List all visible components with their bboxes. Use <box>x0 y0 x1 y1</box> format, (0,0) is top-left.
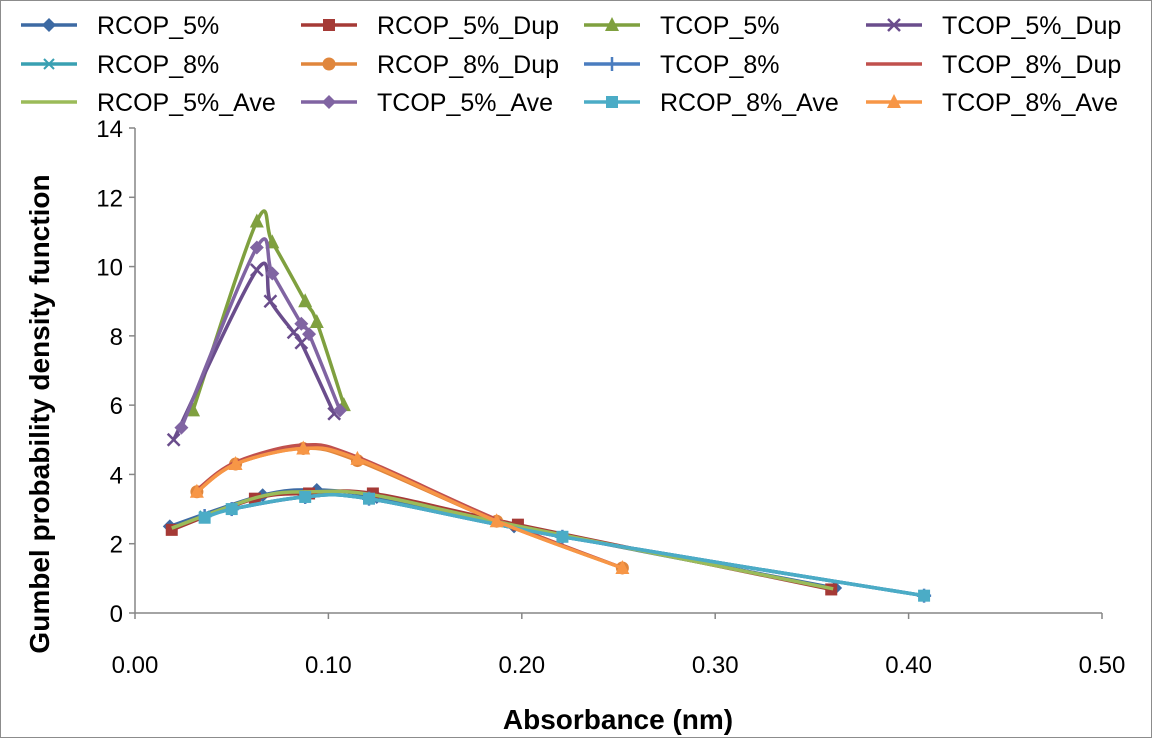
legend-item: RCOP_8%_Dup <box>301 51 559 79</box>
legend-label: TCOP_8%_Ave <box>942 89 1118 117</box>
legend-item: TCOP_5%_Ave <box>301 89 553 117</box>
legend-item: RCOP_8%_Ave <box>584 89 839 117</box>
data-point <box>174 420 189 435</box>
series-tcop-5- <box>186 209 351 417</box>
data-point <box>186 402 201 417</box>
y-tick-label: 12 <box>96 185 123 212</box>
legend-label: RCOP_5% <box>97 12 219 40</box>
series-line <box>195 446 624 570</box>
data-point <box>350 450 365 465</box>
legend-marker <box>887 18 901 32</box>
legend-marker <box>605 17 619 31</box>
x-tick-label: 0.20 <box>498 652 545 679</box>
legend-label: RCOP_8% <box>97 51 219 79</box>
data-point <box>333 403 348 418</box>
data-point <box>556 530 569 543</box>
series-rcop-8-dup <box>190 441 629 575</box>
legend-item: RCOP_5%_Dup <box>301 12 559 40</box>
data-point <box>309 314 324 328</box>
y-tick-label: 4 <box>110 462 123 489</box>
data-point <box>918 589 931 602</box>
data-point <box>225 503 238 516</box>
data-point <box>249 213 264 228</box>
data-point <box>263 294 278 309</box>
y-ticks: 0 2 4 6 8 10 12 14 <box>96 116 135 628</box>
data-point <box>198 511 211 524</box>
data-point <box>286 325 301 340</box>
legend-label: RCOP_8%_Ave <box>660 89 839 117</box>
legend-label: TCOP_5%_Ave <box>377 89 553 117</box>
x-tick-label: 0.50 <box>1079 652 1126 679</box>
series-line <box>171 489 834 591</box>
legend-item: RCOP_5%_Ave <box>21 89 276 117</box>
y-axis-title: Gumbel probability density function <box>24 174 55 653</box>
data-point <box>294 316 309 331</box>
data-point <box>298 293 313 308</box>
y-tick-label: 0 <box>110 601 123 628</box>
y-tick-label: 8 <box>110 324 123 351</box>
series-rcop-5- <box>162 483 843 596</box>
legend-item: RCOP_5% <box>21 12 219 40</box>
legend-marker <box>42 18 56 32</box>
legend-label: RCOP_8%_Dup <box>377 51 559 79</box>
series-rcop-8-ave <box>198 490 931 602</box>
x-tick-label: 0.40 <box>885 652 932 679</box>
data-point <box>249 240 264 255</box>
axes: 0 2 4 6 8 10 12 14 0.00 0.10 0.20 0.30 0.40 0.50 <box>96 116 1125 679</box>
data-point <box>166 432 181 447</box>
series-tcop-5-ave <box>174 237 348 435</box>
data-point <box>189 483 204 498</box>
legend-item: TCOP_5% <box>584 12 779 40</box>
data-point <box>299 490 312 503</box>
legend-label: RCOP_5%_Ave <box>97 89 276 117</box>
data-point <box>294 335 309 350</box>
x-axis-title: Absorbance (nm) <box>503 704 733 735</box>
series-line <box>191 209 346 411</box>
plot-area <box>162 209 932 603</box>
series-tcop-8-ave <box>189 440 630 574</box>
data-point <box>489 513 504 528</box>
x-tick-label: 0.30 <box>692 652 739 679</box>
legend-label: TCOP_8%_Dup <box>942 51 1121 79</box>
legend-item: TCOP_8%_Dup <box>866 51 1121 79</box>
series-line <box>169 488 836 590</box>
x-tick-label: 0.10 <box>305 652 352 679</box>
legend-marker <box>323 19 335 31</box>
x-tick-label: 0.00 <box>112 652 159 679</box>
legend-label: TCOP_8% <box>660 51 779 79</box>
data-point <box>228 456 243 471</box>
data-point <box>296 440 311 455</box>
legend-marker <box>42 58 56 70</box>
legend-label: TCOP_5% <box>660 12 779 40</box>
legend-item: TCOP_5%_Dup <box>866 12 1121 40</box>
data-point <box>363 492 376 505</box>
legend-marker <box>605 57 619 71</box>
data-point <box>302 327 317 342</box>
legend-marker <box>322 57 336 71</box>
legend-label: TCOP_5%_Dup <box>942 12 1121 40</box>
legend-marker <box>322 95 336 109</box>
data-point <box>615 559 630 574</box>
legend-item: TCOP_8%_Ave <box>866 89 1118 117</box>
y-tick-label: 14 <box>96 116 123 143</box>
legend: RCOP_5% RCOP_5%_Dup TCOP_5% TCOP_5%_Dup RCOP… <box>21 12 1121 117</box>
series-rcop-5-ave <box>171 489 834 591</box>
data-point <box>265 266 280 281</box>
legend-label: RCOP_5%_Dup <box>377 12 559 40</box>
y-tick-label: 2 <box>110 532 123 559</box>
legend-marker <box>887 94 901 108</box>
y-tick-label: 10 <box>96 255 123 282</box>
x-ticks: 0.00 0.10 0.20 0.30 0.40 0.50 <box>112 613 1126 679</box>
legend-item: TCOP_8% <box>584 51 779 79</box>
legend-item: RCOP_8% <box>21 51 219 79</box>
y-tick-label: 6 <box>110 393 123 420</box>
legend-marker <box>606 96 618 108</box>
series-tcop-5-dup <box>166 261 342 447</box>
series-line <box>171 489 832 592</box>
series-line <box>179 237 342 429</box>
data-point <box>249 263 264 277</box>
